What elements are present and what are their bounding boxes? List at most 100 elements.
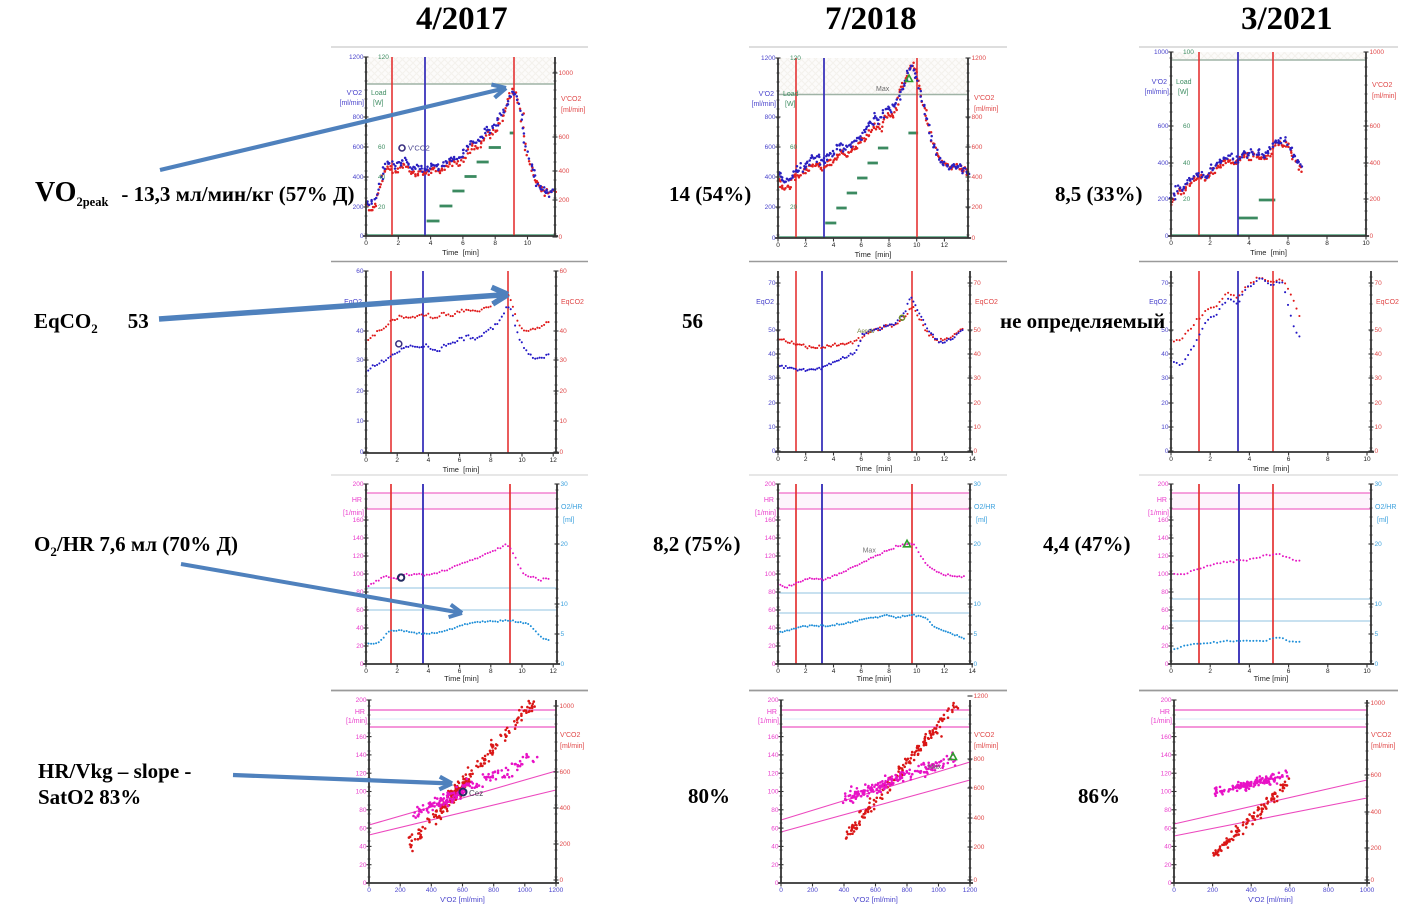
svg-text:600: 600: [1371, 772, 1382, 779]
svg-text:80: 80: [771, 807, 779, 814]
svg-text:2: 2: [1208, 456, 1212, 463]
svg-text:600: 600: [1370, 123, 1381, 130]
svg-text:1200: 1200: [974, 693, 989, 700]
svg-text:160: 160: [765, 517, 776, 524]
svg-text:V'O2: V'O2: [759, 91, 774, 98]
svg-text:0: 0: [360, 449, 364, 456]
svg-text:Max: Max: [928, 764, 942, 771]
svg-text:30: 30: [974, 481, 982, 488]
svg-text:V'CO2: V'CO2: [1371, 732, 1392, 739]
svg-text:0: 0: [974, 877, 978, 884]
svg-text:800: 800: [972, 114, 983, 121]
svg-text:V'CO2: V'CO2: [1372, 82, 1393, 89]
svg-text:0: 0: [1168, 880, 1172, 887]
svg-text:[ml]: [ml]: [976, 517, 987, 524]
svg-text:60: 60: [790, 144, 798, 151]
svg-text:[1/min]: [1/min]: [758, 718, 779, 725]
svg-text:1000: 1000: [1360, 887, 1375, 894]
svg-text:200: 200: [807, 887, 818, 894]
svg-text:2: 2: [396, 240, 400, 247]
svg-text:20: 20: [790, 204, 798, 211]
svg-text:HR: HR: [352, 497, 362, 504]
svg-text:10: 10: [1375, 601, 1383, 608]
svg-text:10: 10: [518, 668, 526, 675]
svg-text:2: 2: [1208, 668, 1212, 675]
svg-text:1000: 1000: [1154, 49, 1169, 56]
svg-text:10: 10: [913, 242, 921, 249]
svg-text:50: 50: [974, 327, 982, 334]
svg-text:20: 20: [1164, 862, 1172, 869]
svg-text:40: 40: [1164, 844, 1172, 851]
svg-text:140: 140: [356, 752, 367, 759]
svg-text:20: 20: [771, 862, 779, 869]
svg-text:60: 60: [356, 268, 364, 275]
svg-text:6: 6: [859, 668, 863, 675]
svg-text:V'CO2: V'CO2: [974, 95, 995, 102]
svg-text:140: 140: [768, 752, 779, 759]
svg-text:160: 160: [353, 517, 364, 524]
svg-text:2: 2: [395, 457, 399, 464]
svg-text:6: 6: [458, 457, 462, 464]
svg-text:100: 100: [768, 789, 779, 796]
svg-text:20: 20: [561, 541, 569, 548]
svg-text:0: 0: [363, 880, 367, 887]
svg-text:V'O2 [ml/min]: V'O2 [ml/min]: [1248, 895, 1293, 904]
svg-text:HR: HR: [1160, 709, 1170, 716]
svg-text:Time [min]: Time [min]: [856, 464, 893, 473]
svg-text:30: 30: [1375, 481, 1383, 488]
svg-text:0: 0: [1169, 456, 1173, 463]
svg-text:800: 800: [902, 887, 913, 894]
svg-text:200: 200: [395, 887, 406, 894]
svg-text:4: 4: [427, 457, 431, 464]
svg-text:[ml/min]: [ml/min]: [1372, 93, 1397, 100]
svg-text:400: 400: [559, 168, 570, 175]
svg-text:8: 8: [1325, 240, 1329, 247]
svg-text:400: 400: [1371, 809, 1382, 816]
svg-text:40: 40: [560, 328, 568, 335]
svg-text:1200: 1200: [549, 887, 564, 894]
svg-text:10: 10: [1375, 424, 1383, 431]
svg-text:8: 8: [489, 668, 493, 675]
svg-text:1000: 1000: [931, 887, 946, 894]
svg-text:[ml/min]: [ml/min]: [1145, 89, 1170, 96]
svg-text:10: 10: [913, 456, 921, 463]
svg-text:120: 120: [768, 770, 779, 777]
svg-text:20: 20: [1375, 541, 1383, 548]
svg-text:O2/HR: O2/HR: [561, 504, 582, 511]
svg-text:20: 20: [1183, 196, 1191, 203]
svg-text:0: 0: [1371, 877, 1375, 884]
svg-text:[ml/min]: [ml/min]: [752, 101, 777, 108]
svg-text:[ml/min]: [ml/min]: [561, 107, 586, 114]
svg-text:40: 40: [378, 174, 386, 181]
svg-text:6: 6: [1287, 456, 1291, 463]
svg-text:40: 40: [356, 625, 364, 632]
svg-text:12: 12: [941, 668, 949, 675]
svg-text:0: 0: [1169, 668, 1173, 675]
svg-text:0: 0: [974, 448, 978, 455]
svg-text:20: 20: [1161, 643, 1169, 650]
svg-text:[W]: [W]: [373, 100, 384, 107]
svg-text:40: 40: [356, 328, 364, 335]
svg-text:120: 120: [1158, 553, 1169, 560]
svg-text:0: 0: [974, 661, 978, 668]
svg-text:400: 400: [353, 174, 364, 181]
svg-text:EqCO2: EqCO2: [1376, 299, 1399, 306]
svg-text:200: 200: [356, 697, 367, 704]
svg-text:120: 120: [378, 54, 389, 61]
svg-text:40: 40: [1161, 351, 1169, 358]
svg-text:70: 70: [1161, 280, 1169, 287]
svg-text:600: 600: [353, 144, 364, 151]
svg-text:800: 800: [488, 887, 499, 894]
svg-text:200: 200: [353, 481, 364, 488]
svg-text:60: 60: [1161, 607, 1169, 614]
svg-text:0: 0: [560, 449, 564, 456]
svg-text:10: 10: [560, 418, 568, 425]
svg-text:10: 10: [1363, 456, 1371, 463]
svg-text:0: 0: [364, 240, 368, 247]
svg-text:Cez: Cez: [469, 789, 483, 798]
svg-text:4: 4: [832, 668, 836, 675]
svg-text:6: 6: [859, 456, 863, 463]
svg-text:4: 4: [832, 456, 836, 463]
svg-text:1200: 1200: [972, 55, 987, 62]
svg-text:8: 8: [887, 456, 891, 463]
